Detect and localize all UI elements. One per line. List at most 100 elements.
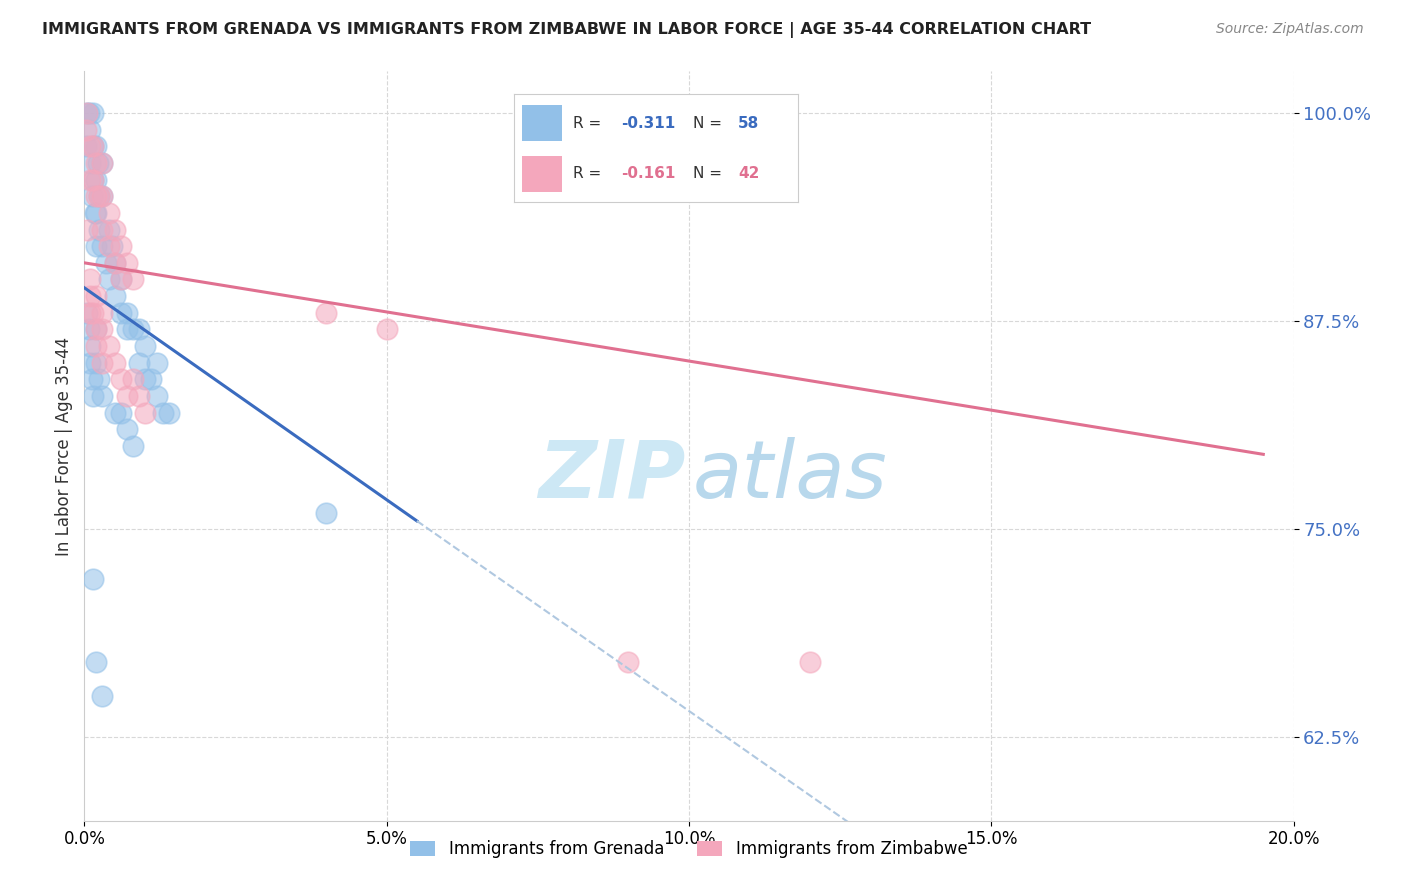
Point xyxy=(79,272,101,286)
Point xyxy=(91,239,114,253)
Point xyxy=(91,222,114,236)
Point xyxy=(86,322,108,336)
Point xyxy=(79,306,101,320)
Point xyxy=(82,572,104,586)
Point xyxy=(82,389,104,403)
Point xyxy=(110,239,132,253)
Point xyxy=(146,389,169,403)
Point xyxy=(79,356,101,370)
Point xyxy=(110,272,132,286)
Point xyxy=(86,139,108,153)
Point xyxy=(121,272,143,286)
Point xyxy=(86,322,108,336)
Point xyxy=(76,222,98,236)
Point xyxy=(91,189,114,203)
Point xyxy=(79,339,101,353)
Point xyxy=(77,322,100,336)
Point xyxy=(80,372,103,386)
Point xyxy=(315,506,337,520)
Point xyxy=(115,306,138,320)
Text: ZIP: ZIP xyxy=(538,437,685,515)
Point xyxy=(79,122,101,136)
Point xyxy=(76,306,98,320)
Point xyxy=(82,139,104,153)
Point xyxy=(91,356,114,370)
Point xyxy=(75,139,97,153)
Text: Source: ZipAtlas.com: Source: ZipAtlas.com xyxy=(1216,22,1364,37)
Point xyxy=(86,156,108,170)
Point xyxy=(86,356,108,370)
Point xyxy=(89,189,111,203)
Point xyxy=(86,189,108,203)
Point xyxy=(86,156,108,170)
Point xyxy=(121,439,143,453)
Point xyxy=(799,656,821,670)
Point xyxy=(86,239,108,253)
Point xyxy=(91,322,114,336)
Point xyxy=(82,306,104,320)
Point xyxy=(79,172,101,186)
Legend: Immigrants from Grenada, Immigrants from Zimbabwe: Immigrants from Grenada, Immigrants from… xyxy=(404,833,974,864)
Point xyxy=(134,372,156,386)
Point xyxy=(617,656,640,670)
Point xyxy=(91,156,114,170)
Point xyxy=(115,322,138,336)
Point xyxy=(375,322,398,336)
Point xyxy=(89,189,111,203)
Point xyxy=(86,339,108,353)
Point xyxy=(134,406,156,420)
Point xyxy=(82,172,104,186)
Point xyxy=(75,122,97,136)
Point xyxy=(121,372,143,386)
Point xyxy=(128,389,150,403)
Point xyxy=(91,189,114,203)
Point xyxy=(121,322,143,336)
Point xyxy=(110,272,132,286)
Point xyxy=(100,239,122,253)
Point xyxy=(91,306,114,320)
Point xyxy=(110,406,132,420)
Point xyxy=(77,106,100,120)
Point xyxy=(110,372,132,386)
Point xyxy=(91,156,114,170)
Point xyxy=(104,256,127,270)
Point xyxy=(128,356,150,370)
Point xyxy=(89,222,111,236)
Point xyxy=(84,206,107,220)
Point xyxy=(79,139,101,153)
Point xyxy=(91,689,114,703)
Point xyxy=(97,222,120,236)
Point xyxy=(82,139,104,153)
Point xyxy=(104,289,127,303)
Point xyxy=(128,322,150,336)
Point xyxy=(82,172,104,186)
Point xyxy=(76,106,98,120)
Y-axis label: In Labor Force | Age 35-44: In Labor Force | Age 35-44 xyxy=(55,336,73,556)
Text: atlas: atlas xyxy=(693,437,887,515)
Point xyxy=(82,106,104,120)
Point xyxy=(80,189,103,203)
Point xyxy=(91,389,114,403)
Point xyxy=(89,372,111,386)
Text: IMMIGRANTS FROM GRENADA VS IMMIGRANTS FROM ZIMBABWE IN LABOR FORCE | AGE 35-44 C: IMMIGRANTS FROM GRENADA VS IMMIGRANTS FR… xyxy=(42,22,1091,38)
Point xyxy=(115,422,138,436)
Point xyxy=(134,339,156,353)
Point xyxy=(115,256,138,270)
Point xyxy=(86,656,108,670)
Point xyxy=(97,339,120,353)
Point xyxy=(139,372,162,386)
Point xyxy=(94,256,117,270)
Point xyxy=(79,289,101,303)
Point xyxy=(86,289,108,303)
Point xyxy=(146,356,169,370)
Point xyxy=(104,356,127,370)
Point xyxy=(76,106,98,120)
Point xyxy=(97,239,120,253)
Point xyxy=(97,206,120,220)
Point xyxy=(104,222,127,236)
Point xyxy=(104,256,127,270)
Point xyxy=(110,306,132,320)
Point xyxy=(152,406,174,420)
Point xyxy=(104,406,127,420)
Point xyxy=(97,272,120,286)
